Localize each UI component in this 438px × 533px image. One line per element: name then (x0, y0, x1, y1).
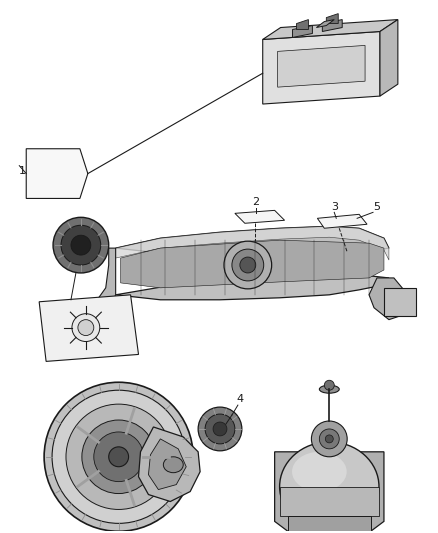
Polygon shape (116, 226, 389, 300)
Polygon shape (278, 45, 365, 87)
Circle shape (44, 382, 193, 531)
Text: 4: 4 (237, 394, 244, 404)
Polygon shape (326, 14, 338, 23)
Polygon shape (297, 20, 308, 29)
Polygon shape (275, 452, 384, 533)
Circle shape (53, 217, 109, 273)
Circle shape (224, 241, 272, 289)
Circle shape (78, 320, 94, 336)
Bar (288, 516, 371, 533)
Bar (279, 487, 379, 516)
Circle shape (66, 404, 171, 510)
Text: 1: 1 (19, 166, 26, 176)
Circle shape (71, 235, 91, 255)
Polygon shape (263, 20, 398, 39)
Text: 2: 2 (252, 197, 259, 207)
Polygon shape (39, 295, 138, 361)
Circle shape (213, 422, 227, 436)
Polygon shape (316, 20, 334, 28)
Text: 3: 3 (331, 203, 338, 212)
Circle shape (232, 249, 264, 281)
Polygon shape (89, 248, 116, 329)
Ellipse shape (319, 385, 339, 393)
Circle shape (61, 225, 101, 265)
Polygon shape (120, 240, 384, 288)
Ellipse shape (279, 442, 379, 531)
Polygon shape (26, 149, 88, 198)
Polygon shape (263, 31, 380, 104)
Ellipse shape (163, 457, 183, 473)
Polygon shape (116, 226, 389, 260)
Circle shape (324, 380, 334, 390)
Circle shape (109, 447, 129, 467)
Circle shape (311, 421, 347, 457)
Text: 5: 5 (374, 203, 381, 212)
Circle shape (52, 390, 185, 523)
Polygon shape (235, 211, 285, 223)
Circle shape (94, 432, 144, 482)
Polygon shape (148, 439, 186, 490)
Polygon shape (369, 278, 404, 320)
Polygon shape (138, 427, 200, 502)
Circle shape (82, 420, 155, 494)
Circle shape (325, 435, 333, 443)
Polygon shape (318, 214, 367, 228)
Circle shape (72, 314, 100, 342)
Ellipse shape (292, 452, 347, 491)
Circle shape (198, 407, 242, 451)
Circle shape (205, 414, 235, 444)
Circle shape (240, 257, 256, 273)
Bar (384, 288, 416, 316)
Polygon shape (322, 20, 342, 31)
Polygon shape (293, 26, 312, 37)
Circle shape (319, 429, 339, 449)
Polygon shape (380, 20, 398, 96)
